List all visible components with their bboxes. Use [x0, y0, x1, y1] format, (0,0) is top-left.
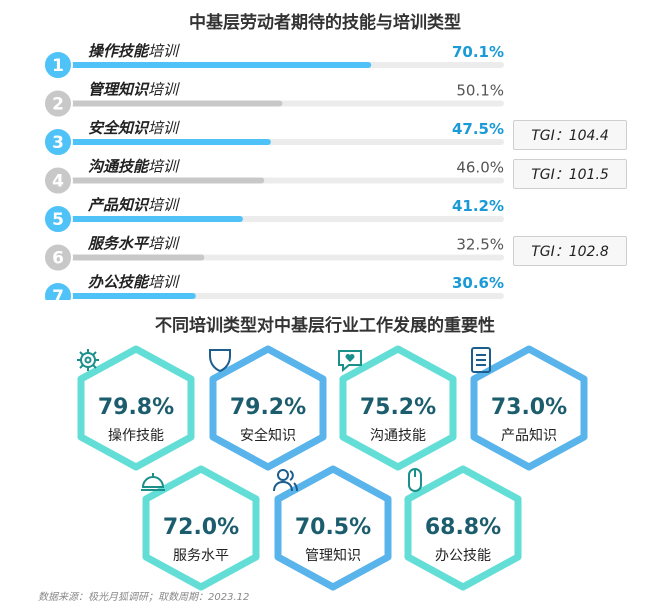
importance-label: 沟通技能: [370, 428, 426, 444]
rank-badge: [43, 281, 73, 300]
bar-row: 1 操作技能培训 70.1%: [43, 42, 504, 80]
value-label: 41.2%: [452, 197, 504, 215]
rank-number: 3: [52, 133, 64, 153]
rank-number: 1: [52, 56, 64, 76]
importance-value: 68.8%: [424, 515, 502, 540]
category-label: 服务水平培训: [87, 235, 180, 253]
bar-row: 2 管理知识培训 50.1%: [43, 81, 504, 119]
shield-icon: [209, 349, 231, 373]
category-label-suffix: 培训: [148, 42, 180, 60]
bar-row: 7 办公技能培训 30.6%: [43, 273, 504, 300]
value-label: 70.1%: [452, 43, 504, 61]
bar-row: 3 安全知识培训 47.5%: [43, 119, 504, 157]
importance-label: 服务水平: [173, 548, 229, 564]
bar: [60, 62, 372, 68]
category-label-emphasis: 安全知识: [88, 119, 150, 137]
category-label: 操作技能培训: [88, 42, 180, 60]
category-label-suffix: 培训: [148, 119, 180, 137]
rank-number: 7: [52, 287, 64, 300]
importance-label: 管理知识: [305, 548, 361, 564]
hexagon-frame: [404, 465, 522, 591]
hexagon-frame: [209, 345, 327, 471]
rank-badge: [43, 165, 73, 196]
tgi-badge: TGI：102.8: [513, 235, 627, 266]
value-label: 46.0%: [456, 159, 504, 177]
category-label-emphasis: 操作技能: [88, 42, 150, 60]
bar: [60, 254, 205, 261]
value-label: 50.1%: [456, 82, 504, 100]
importance-hexagon: 75.2% 沟通技能: [335, 345, 461, 471]
importance-value: 75.2%: [359, 395, 437, 420]
category-label-emphasis: 服务水平: [87, 235, 150, 253]
mouse-icon: [408, 468, 422, 492]
importance-title: 不同培训类型对中基层行业工作发展的重要性: [155, 316, 495, 336]
importance-hexagon: 79.2% 安全知识: [205, 345, 331, 471]
category-label: 沟通技能培训: [88, 158, 180, 176]
category-label-suffix: 培训: [148, 196, 180, 214]
importance-label: 办公技能: [435, 548, 491, 564]
category-label: 办公技能培训: [88, 273, 180, 291]
rank-number: 2: [52, 95, 64, 115]
importance-value: 72.0%: [162, 515, 240, 540]
importance-value: 73.0%: [490, 395, 568, 420]
gear-wrench-icon: [77, 349, 99, 371]
category-label-suffix: 培训: [148, 81, 180, 99]
tgi-badge: TGI：104.4: [513, 120, 627, 150]
service-bell-icon: [141, 473, 165, 491]
importance-hexagon: 68.8% 办公技能: [400, 465, 526, 591]
bar: [60, 293, 196, 299]
importance-value: 79.2%: [229, 395, 307, 420]
category-label: 安全知识培训: [88, 119, 180, 137]
importance-hexagon: 73.0% 产品知识: [466, 345, 592, 471]
document-list-icon: [471, 347, 491, 373]
rank-badge: [43, 88, 73, 119]
data-source-note: 数据来源：极光月狐调研；取数周期：2023.12: [38, 592, 250, 603]
value-label: 32.5%: [456, 236, 504, 254]
hexagon-frame: [274, 465, 392, 591]
tgi-badge: TGI：101.5: [513, 158, 627, 189]
value-label: 47.5%: [452, 120, 504, 138]
importance-label: 操作技能: [108, 428, 164, 444]
hexagon-frame: [470, 345, 588, 471]
rank-badge: [43, 204, 73, 234]
bar: [60, 216, 243, 222]
importance-hexagon: 72.0% 服务水平: [138, 465, 264, 591]
bar-row: 5 产品知识培训 41.2%: [43, 196, 504, 234]
category-label-suffix: 培训: [148, 273, 180, 291]
value-label: 30.6%: [452, 274, 504, 292]
rank-badge: [43, 242, 73, 273]
category-label-emphasis: 产品知识: [87, 196, 150, 214]
importance-label: 产品知识: [501, 428, 557, 444]
bar: [60, 100, 283, 107]
importance-hexagon: 70.5% 管理知识: [270, 465, 396, 591]
importance-hexagon: 79.8% 操作技能: [73, 345, 199, 471]
bar: [60, 139, 271, 145]
bar-chart-title: 中基层劳动者期待的技能与培训类型: [189, 13, 461, 33]
people-icon: [273, 469, 298, 492]
bar: [60, 177, 265, 184]
rank-badge: [43, 127, 73, 157]
rank-badge: [43, 50, 73, 80]
category-label-suffix: 培训: [148, 235, 180, 253]
category-label-emphasis: 沟通技能: [88, 158, 150, 176]
bar-row: 6 服务水平培训 32.5%: [43, 235, 504, 273]
hexagon-frame: [77, 345, 195, 471]
rank-number: 6: [52, 249, 64, 269]
importance-value: 79.8%: [97, 395, 175, 420]
category-label-emphasis: 办公技能: [88, 273, 150, 291]
importance-value: 70.5%: [294, 515, 372, 540]
rank-number: 5: [52, 210, 64, 230]
importance-label: 安全知识: [240, 428, 296, 444]
rank-number: 4: [52, 172, 64, 192]
hexagon-frame: [339, 345, 457, 471]
category-label: 产品知识培训: [87, 196, 180, 214]
chat-heart-icon: [338, 350, 362, 373]
hexagon-frame: [142, 465, 260, 591]
category-label-suffix: 培训: [148, 158, 180, 176]
category-label-emphasis: 管理知识: [88, 81, 150, 99]
bar-row: 4 沟通技能培训 46.0%: [43, 158, 504, 196]
category-label: 管理知识培训: [88, 81, 180, 99]
